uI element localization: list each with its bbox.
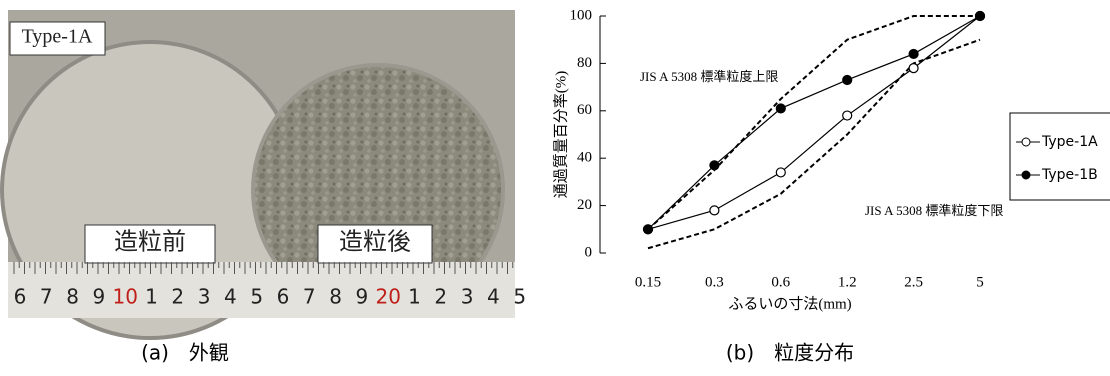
caption: (a) 外観 <box>141 341 229 365</box>
data-point <box>776 168 785 177</box>
legend-label: Type-1A <box>1041 134 1098 150</box>
ruler-number: 20 <box>375 285 400 309</box>
ruler-number: 9 <box>356 285 369 309</box>
data-point <box>843 75 852 84</box>
data-point <box>710 206 719 215</box>
legend-marker <box>1022 171 1030 179</box>
x-axis-label: ふるいの寸法(mm) <box>728 295 851 312</box>
x-tick-label: 0.15 <box>635 274 661 290</box>
photo-label: Type-1A <box>22 26 93 48</box>
legend-box <box>1010 113 1110 200</box>
ruler-number: 3 <box>461 285 474 309</box>
ruler-number: 6 <box>277 285 290 309</box>
y-axis-label: 通過質量百分率(%) <box>551 71 569 199</box>
ruler-number: 6 <box>14 285 27 309</box>
legend-marker <box>1022 138 1030 146</box>
ruler-number: 4 <box>224 285 237 309</box>
ruler-number: 5 <box>250 285 263 309</box>
data-point <box>909 49 918 58</box>
x-tick-label: 2.5 <box>904 274 923 290</box>
y-tick-label: 80 <box>577 55 592 71</box>
caption: (b) 粒度分布 <box>726 341 854 365</box>
ruler-number: 5 <box>513 285 526 309</box>
y-tick-label: 100 <box>570 7 593 23</box>
data-point <box>843 111 852 120</box>
data-point <box>710 161 719 170</box>
data-point <box>776 104 785 113</box>
page: Type-1A造粒前造粒後6789101234567892012345(a) 外… <box>0 0 1110 376</box>
y-tick-label: 40 <box>577 150 592 166</box>
ruler-number: 10 <box>112 285 137 309</box>
x-tick-label: 5 <box>976 274 984 290</box>
ruler-number: 3 <box>198 285 211 309</box>
y-tick-label: 0 <box>585 244 593 260</box>
ruler-number: 7 <box>303 285 316 309</box>
data-point <box>976 12 985 21</box>
legend-label: Type-1B <box>1041 167 1098 183</box>
x-tick-label: 0.3 <box>705 274 724 290</box>
ruler-number: 4 <box>487 285 500 309</box>
photo-label: 造粒前 <box>114 229 186 256</box>
ruler-number: 8 <box>66 285 79 309</box>
data-point <box>909 64 918 73</box>
ruler-number: 8 <box>329 285 342 309</box>
data-point <box>644 225 653 234</box>
figure: Type-1A造粒前造粒後6789101234567892012345(a) 外… <box>0 0 1110 376</box>
ruler-number: 2 <box>171 285 184 309</box>
ruler-number: 1 <box>408 285 421 309</box>
annotation: JIS A 5308 標準粒度上限 <box>640 69 778 84</box>
ruler-number: 2 <box>434 285 447 309</box>
annotation: JIS A 5308 標準粒度下限 <box>865 203 1003 218</box>
series-line <box>648 16 980 229</box>
limit-line <box>648 16 980 229</box>
y-tick-label: 60 <box>577 102 592 118</box>
x-tick-label: 1.2 <box>838 274 857 290</box>
photo-label: 造粒後 <box>339 229 411 256</box>
ruler-number: 7 <box>40 285 53 309</box>
ruler-number: 9 <box>93 285 106 309</box>
series-line <box>648 16 980 229</box>
x-tick-label: 0.6 <box>771 274 790 290</box>
y-tick-label: 20 <box>577 197 592 213</box>
ruler-number: 1 <box>145 285 158 309</box>
